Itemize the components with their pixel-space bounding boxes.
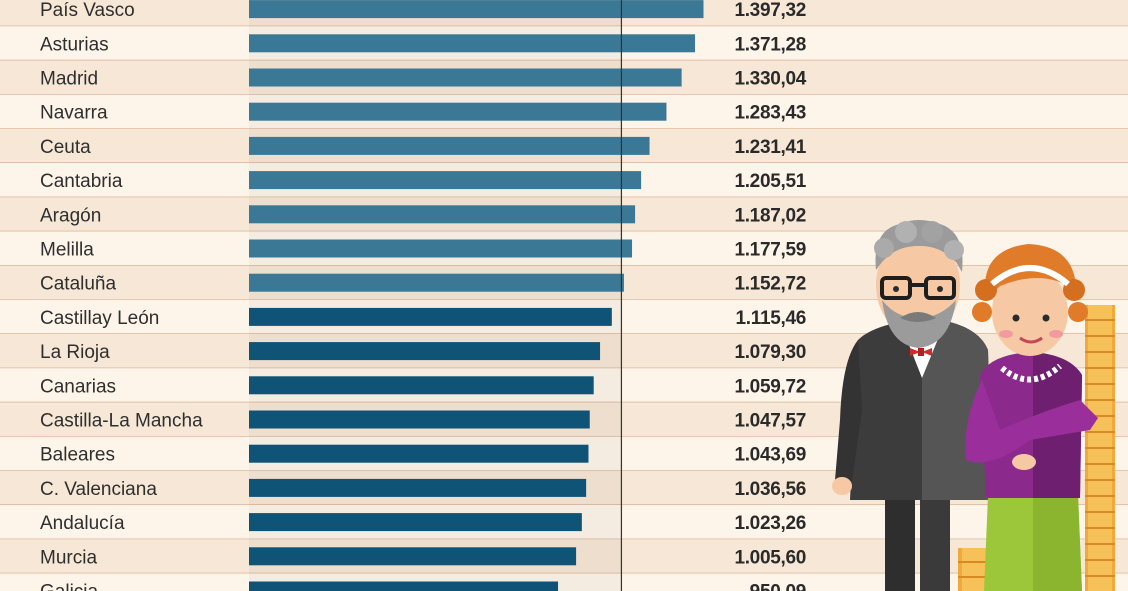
bar <box>249 376 594 395</box>
category-label: Murcia <box>40 547 97 568</box>
category-label: Madrid <box>40 69 98 90</box>
category-label: Ceuta <box>40 137 91 158</box>
category-label: Aragón <box>40 205 101 226</box>
elderly-couple-illustration <box>832 220 1115 591</box>
category-label: Andalucía <box>40 513 125 534</box>
bar <box>249 547 577 566</box>
bar <box>249 68 682 87</box>
bar <box>249 307 612 326</box>
below-average-zone <box>249 0 621 591</box>
bar <box>249 171 642 190</box>
category-labels: País Vasco Asturias Madrid Navarra Ceuta Cant… <box>40 0 203 591</box>
bar <box>249 410 590 429</box>
category-label: Cantabria <box>40 171 123 192</box>
category-label: Baleares <box>40 445 115 466</box>
value-label: 1.036,56 <box>734 479 806 500</box>
value-labels: 1.397,32 1.371,28 1.330,04 1.283,43 1.231,41… <box>734 0 807 591</box>
category-label: Melilla <box>40 240 94 261</box>
value-label: 1.283,43 <box>734 103 806 124</box>
category-label: Castillay León <box>40 308 159 329</box>
elderly-woman-icon <box>965 244 1098 591</box>
bar <box>249 34 696 53</box>
value-label: 1.115,46 <box>735 308 806 329</box>
value-label: 1.152,72 <box>734 274 806 295</box>
value-label: 1.177,59 <box>734 240 806 261</box>
value-label: 1.059,72 <box>734 376 806 397</box>
category-label: Navarra <box>40 103 108 124</box>
bar <box>249 342 601 361</box>
category-label: Asturias <box>40 34 109 55</box>
category-label: Cataluña <box>40 274 116 295</box>
value-label: 1.371,28 <box>734 34 806 55</box>
value-label: 1.231,41 <box>734 137 806 158</box>
bar <box>249 0 704 19</box>
value-label: 1.043,69 <box>734 445 806 466</box>
bar <box>249 136 650 155</box>
value-label: 1.079,30 <box>734 342 806 363</box>
bars <box>249 0 704 591</box>
bar <box>249 102 667 121</box>
category-label: Galicia <box>40 582 99 591</box>
category-label: Canarias <box>40 376 116 397</box>
category-label: La Rioja <box>40 342 110 363</box>
value-label: 1.047,57 <box>734 411 806 432</box>
value-label: 1.023,26 <box>734 513 806 534</box>
value-label: 1.187,02 <box>734 205 806 226</box>
value-label: 1.397,32 <box>734 0 806 21</box>
category-label: País Vasco <box>40 0 135 21</box>
bar <box>249 273 624 292</box>
category-label: C. Valenciana <box>40 479 157 500</box>
value-label: 950,09 <box>750 582 806 591</box>
bar <box>249 478 587 497</box>
average-shading <box>249 0 621 591</box>
value-label: 1.205,51 <box>734 171 806 192</box>
coin-stack-icon <box>958 305 1115 591</box>
bar <box>249 513 582 532</box>
value-label: 1.330,04 <box>734 69 806 90</box>
bar <box>249 239 633 258</box>
bar <box>249 444 589 463</box>
bar <box>249 205 636 224</box>
bar <box>249 581 559 591</box>
value-label: 1.005,60 <box>734 547 806 568</box>
category-label: Castilla-La Mancha <box>40 411 203 432</box>
